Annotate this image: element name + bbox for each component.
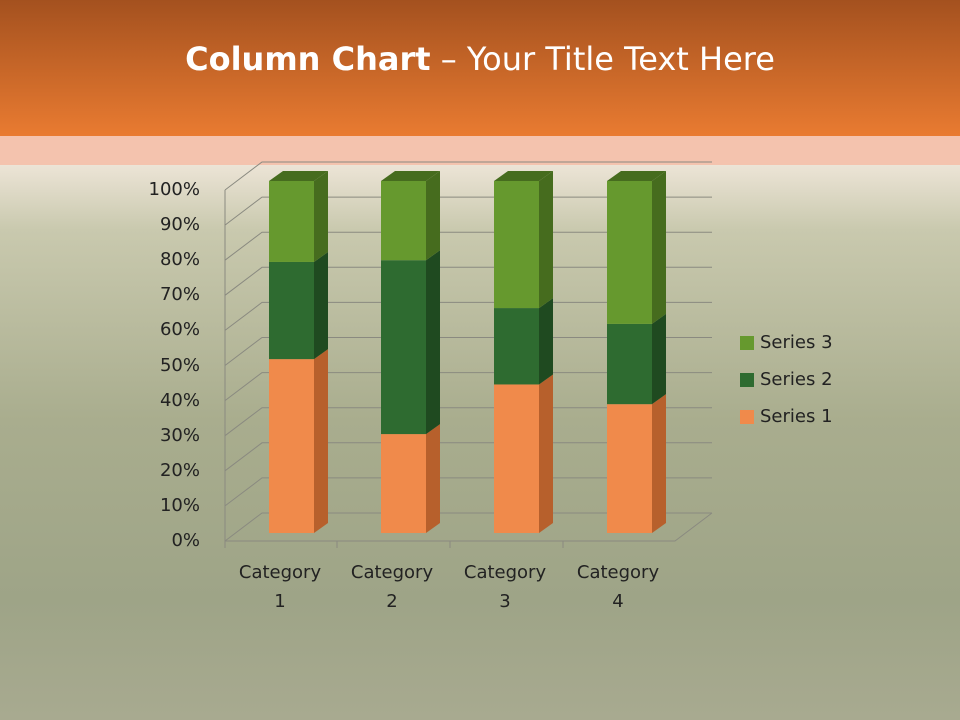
bar-front [381,181,426,261]
bar-side [539,298,553,385]
x-tick-label: Category 1 [238,562,322,612]
legend-label: Series 1 [760,406,833,427]
bar-front [269,261,314,360]
accent-strip [0,136,960,165]
bar-segment [607,171,666,324]
bar-segment [494,171,553,309]
x-tick-label: Category 3 [463,562,547,612]
bar-segment [269,251,328,360]
bar-top [494,171,553,181]
title-band [0,0,960,136]
legend-label: Series 2 [760,369,833,390]
bar-side [426,171,440,261]
title-bold: Column Chart [185,40,431,78]
bar-segment [381,250,440,435]
grid-line [224,372,712,401]
bar-side [652,171,666,324]
y-tick-label: 40% [159,389,200,411]
bar-front [381,260,426,435]
bar-side [652,313,666,405]
x-tick-label: Category 2 [350,562,434,612]
y-tick-label: 20% [159,459,200,481]
bar-front [381,434,426,533]
bar-segment [381,171,440,261]
y-tick-label: 70% [159,284,200,306]
grid-line [224,301,712,331]
grid-line [224,337,712,366]
y-tick-label: 80% [159,249,200,271]
bar-front [607,181,652,324]
x-tick-label: Category 4 [576,562,660,612]
grid-line [224,196,712,226]
bar-front [607,404,652,533]
bar-side [426,250,440,435]
bar-top [381,171,440,181]
bar-top [607,171,666,181]
grid-line [224,512,712,542]
title-rest: – Your Title Text Here [440,40,775,78]
y-tick-label: 60% [159,319,200,341]
bar-segment [607,313,666,405]
grid-line [224,477,712,507]
grid-line [224,161,712,191]
y-tick-label: 30% [159,424,200,446]
bar-side [652,394,666,533]
bar-front [269,181,314,262]
grid-line [224,231,712,261]
y-tick-label: 100% [148,179,200,200]
bar-side [314,171,328,262]
bar-front [494,308,539,385]
bar-side [314,251,328,360]
bar-segment [269,349,328,533]
legend-label: Series 3 [760,332,833,353]
bar-side [314,349,328,533]
bar-segment [269,171,328,262]
legend-swatch [740,410,754,424]
bar-segment [607,394,666,533]
bar-front [494,384,539,533]
y-tick-label: 10% [159,494,200,516]
bar-segment [494,298,553,385]
y-tick-label: 50% [159,354,200,376]
y-tick-label: 0% [171,530,200,551]
legend-swatch [740,373,754,387]
floor-edge [225,512,713,542]
bar-side [539,374,553,533]
bar-front [269,359,314,533]
grid-line [224,407,712,437]
bar-side [426,424,440,533]
bar-front [607,323,652,405]
bar-segment [494,374,553,533]
y-tick-label: 90% [159,214,200,236]
bar-segment [381,424,440,533]
grid-line [224,442,712,472]
title: Column Chart – Your Title Text Here [0,40,960,78]
bar-side [539,171,553,309]
bar-top [269,171,328,181]
bar-front [494,181,539,309]
legend-swatch [740,336,754,350]
grid-line [224,266,712,296]
